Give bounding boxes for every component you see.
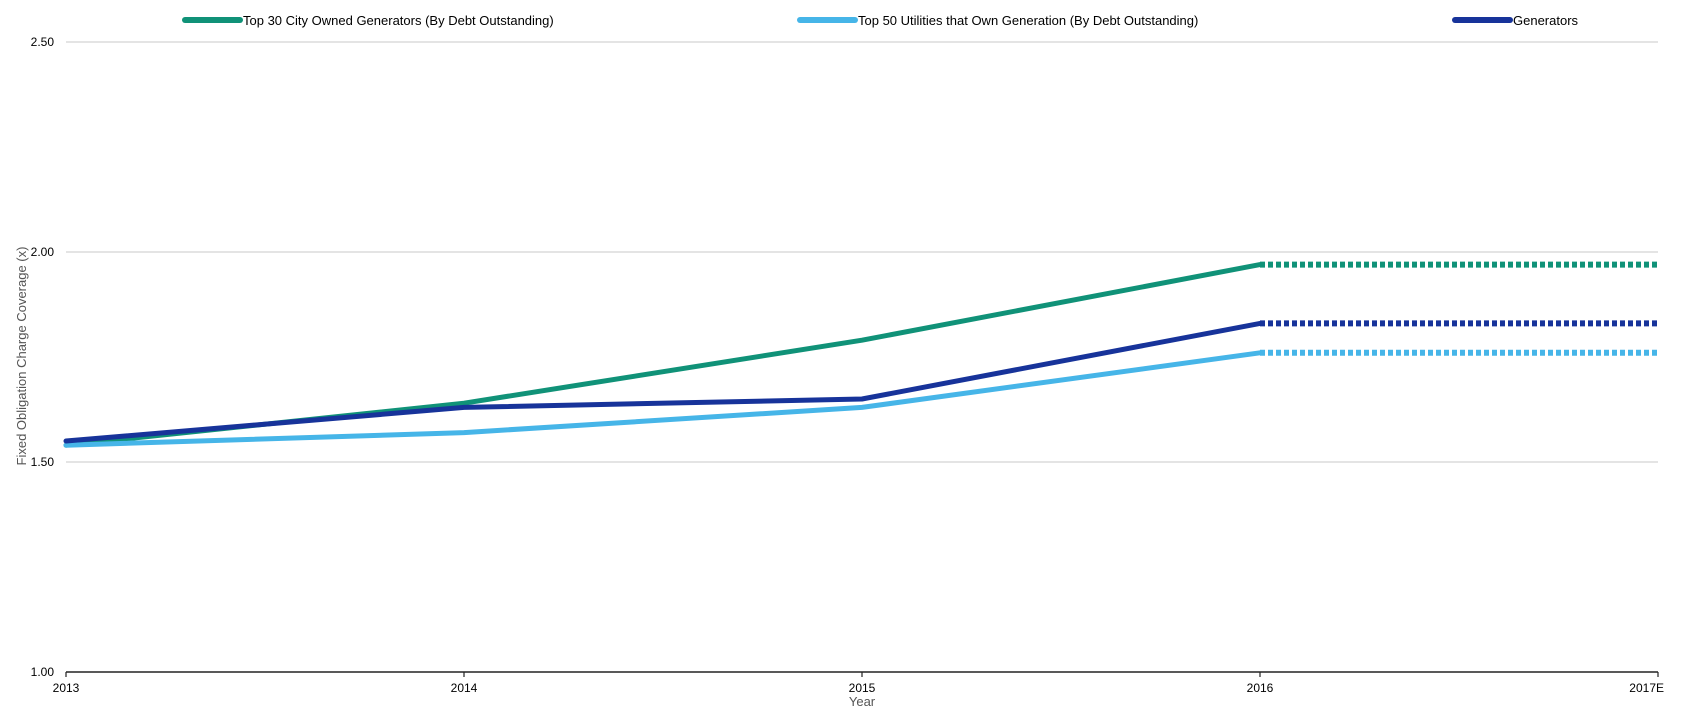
- legend-label: Top 50 Utilities that Own Generation (By…: [858, 13, 1198, 28]
- series-line-actual: [63, 320, 1263, 444]
- legend-label: Generators: [1513, 13, 1579, 28]
- legend-item: Top 30 City Owned Generators (By Debt Ou…: [182, 13, 554, 28]
- y-tick-label: 2.00: [31, 245, 55, 259]
- y-tick-label: 1.00: [31, 665, 55, 679]
- legend: Top 30 City Owned Generators (By Debt Ou…: [182, 13, 1579, 28]
- legend-item: Generators: [1452, 13, 1579, 28]
- series-lines: [63, 261, 1658, 448]
- y-tick-label: 2.50: [31, 35, 55, 49]
- x-tick-label: 2017E: [1629, 681, 1664, 695]
- y-axis-tick-labels: 1.00 1.50 2.00 2.50: [31, 35, 55, 679]
- x-tick-label: 2014: [451, 681, 478, 695]
- series-2: [63, 349, 1658, 448]
- y-tick-label: 1.50: [31, 455, 55, 469]
- legend-item: Top 50 Utilities that Own Generation (By…: [797, 13, 1198, 28]
- x-axis-title: Year: [849, 694, 876, 709]
- x-tick-label: 2013: [53, 681, 80, 695]
- grid-lines: [66, 41, 1658, 463]
- x-tick-label: 2015: [849, 681, 876, 695]
- x-axis: [65, 671, 1659, 677]
- series-1: [63, 261, 1658, 448]
- series-3: [63, 320, 1658, 444]
- x-axis-tick-labels: 2013 2014 2015 2016 2017E: [53, 681, 1664, 695]
- legend-label: Top 30 City Owned Generators (By Debt Ou…: [243, 13, 554, 28]
- x-tick-label: 2016: [1247, 681, 1274, 695]
- series-line-actual: [63, 350, 1263, 448]
- y-axis-title: Fixed Obligation Charge Coverage (x): [14, 247, 29, 466]
